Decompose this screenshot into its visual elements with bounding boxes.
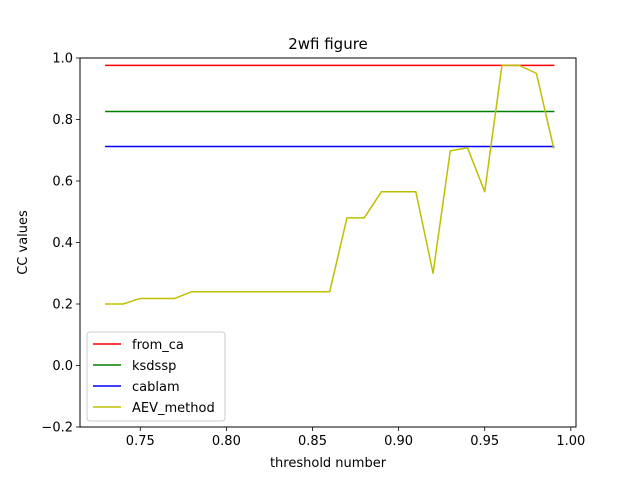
y-axis-label: CC values [16, 210, 31, 275]
y-tick-label: 0.8 [52, 113, 73, 128]
legend-label-ksdssp: ksdssp [132, 359, 176, 374]
legend-label-from-ca: from_ca [132, 338, 184, 353]
y-tick-label: −0.2 [41, 421, 73, 436]
y-tick-label: 0.6 [52, 175, 73, 190]
x-axis-label: threshold number [270, 456, 387, 471]
legend-label-aev-method: AEV_method [132, 401, 215, 416]
x-tick-label: 0.85 [298, 434, 327, 449]
x-tick-label: 0.90 [384, 434, 413, 449]
y-tick-label: 1.0 [52, 52, 73, 67]
x-tick-label: 0.95 [470, 434, 499, 449]
y-tick-label: 0.4 [52, 236, 73, 251]
x-tick-label: 1.00 [556, 434, 585, 449]
legend-box [86, 331, 226, 422]
y-axis-ticks: −0.2 0.0 0.2 0.4 0.6 0.8 1.0 [41, 52, 80, 436]
chart-title: 2wfi figure [288, 35, 368, 53]
legend-label-cablam: cablam [132, 380, 180, 395]
plot-lines [105, 64, 555, 305]
x-tick-label: 0.80 [212, 434, 241, 449]
x-tick-label: 0.75 [126, 434, 155, 449]
y-tick-label: 0.0 [52, 359, 73, 374]
y-tick-label: 0.2 [52, 298, 73, 313]
series-line-aev-method [105, 64, 555, 305]
x-axis-ticks: 0.75 0.80 0.85 0.90 0.95 1.00 [126, 427, 585, 449]
